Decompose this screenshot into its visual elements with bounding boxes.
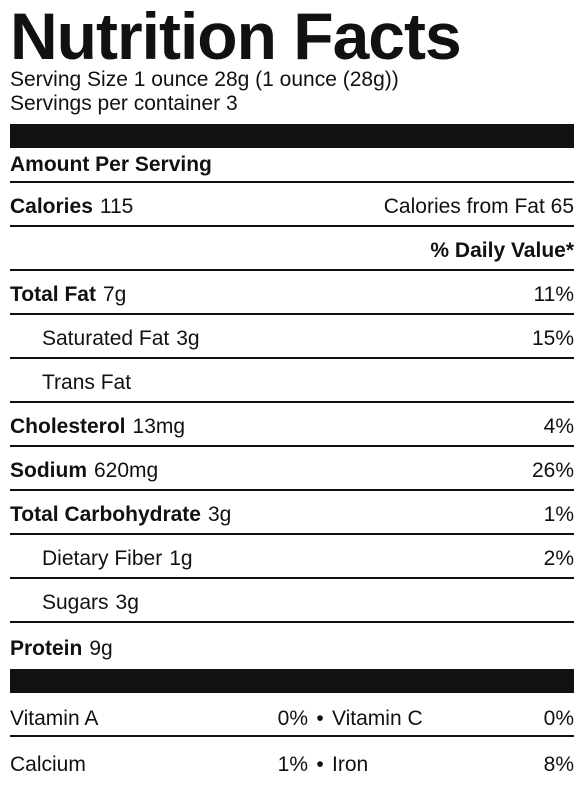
calcium-value: 1% (277, 753, 308, 776)
nutrient-label: Total Carbohydrate (10, 503, 201, 526)
nutrient-daily-value: 2% (543, 547, 574, 570)
serving-size: Serving Size 1 ounce 28g (1 ounce (28g)) (10, 68, 399, 91)
nutrient-daily-value: 1% (543, 503, 574, 526)
amount-per-serving-row: Amount Per Serving (10, 148, 574, 183)
nutrient-amount: 3g (115, 591, 139, 614)
calories-row: Calories 115 Calories from Fat 65 (10, 183, 574, 227)
vitamin-row-a-c: Vitamin A 0% • Vitamin C 0% (10, 693, 574, 737)
calories-from-fat: Calories from Fat 65 (383, 195, 574, 218)
daily-value-header: % Daily Value* (430, 239, 574, 262)
nutrient-row-total-fat: Total Fat 7g 11% (10, 271, 574, 315)
nutrient-label: Total Fat (10, 283, 96, 306)
nutrient-row-sugars: Sugars 3g (10, 579, 574, 623)
nutrient-daily-value: 15% (531, 327, 574, 350)
nutrient-amount: 13mg (132, 415, 186, 438)
bullet-separator: • (316, 707, 324, 730)
nutrient-amount: 3g (176, 327, 200, 350)
nutrient-label: Saturated Fat (42, 327, 170, 350)
nutrient-row-cholesterol: Cholesterol 13mg 4% (10, 403, 574, 447)
iron-label: Iron (332, 753, 369, 776)
nutrient-row-trans-fat: Trans Fat (10, 359, 574, 403)
nutrient-row-total-carbohydrate: Total Carbohydrate 3g 1% (10, 491, 574, 535)
vitamin-c-value: 0% (543, 707, 574, 730)
vitamin-a-label: Vitamin A (10, 707, 99, 730)
nutrient-label: Dietary Fiber (42, 547, 163, 570)
vitamin-row-calcium-iron: Calcium 1% • Iron 8% (10, 737, 574, 781)
nutrient-row-dietary-fiber: Dietary Fiber 1g 2% (10, 535, 574, 579)
nutrient-row-saturated-fat: Saturated Fat 3g 15% (10, 315, 574, 359)
nutrient-label: Cholesterol (10, 415, 126, 438)
nutrient-daily-value: 4% (543, 415, 574, 438)
label-title: Nutrition Facts (10, 0, 462, 73)
nutrient-amount: 1g (169, 547, 193, 570)
daily-value-header-row: % Daily Value* (10, 227, 574, 271)
nutrient-label: Trans Fat (42, 371, 132, 394)
servings-per-container: Servings per container 3 (10, 92, 238, 115)
bullet-separator: • (316, 753, 324, 776)
amount-per-serving-label: Amount Per Serving (10, 153, 212, 176)
thick-divider-bottom (10, 669, 574, 693)
nutrient-daily-value: 26% (531, 459, 574, 482)
calories-label: Calories (10, 195, 93, 218)
nutrient-row-sodium: Sodium 620mg 26% (10, 447, 574, 491)
nutrient-daily-value: 11% (533, 283, 574, 306)
vitamin-c-label: Vitamin C (332, 707, 423, 730)
nutrient-row-protein: Protein 9g (10, 623, 574, 667)
nutrient-label: Sodium (10, 459, 87, 482)
nutrient-label: Sugars (42, 591, 109, 614)
iron-value: 8% (543, 753, 574, 776)
nutrient-amount: 9g (89, 637, 113, 660)
calcium-label: Calcium (10, 753, 86, 776)
vitamin-a-value: 0% (277, 707, 308, 730)
thick-divider-top (10, 124, 574, 148)
nutrient-amount: 7g (102, 283, 127, 306)
nutrient-amount: 620mg (94, 459, 159, 482)
calories-value: 115 (99, 195, 134, 218)
nutrient-amount: 3g (207, 503, 232, 526)
nutrient-label: Protein (10, 637, 83, 660)
